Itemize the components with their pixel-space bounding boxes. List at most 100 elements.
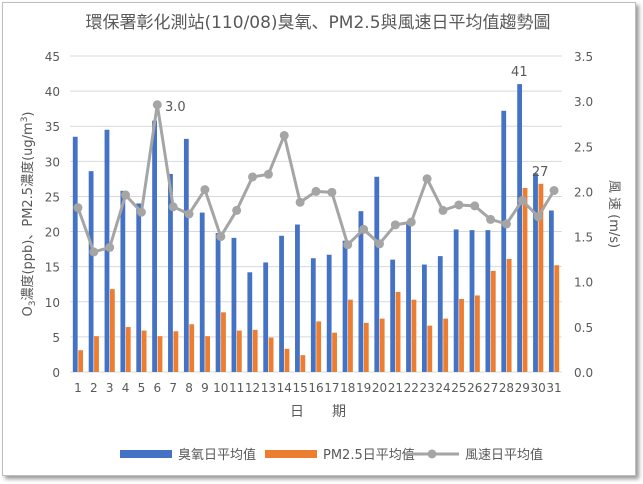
o3-bar [406,222,411,372]
x-tick-label: 2 [90,381,98,395]
y2-tick-label: 2.5 [574,140,593,154]
o3-bar [231,237,237,372]
o3-bar [215,232,221,372]
x-tick-label: 18 [340,381,355,395]
x-tick-label: 13 [261,381,276,395]
x-tick-label: 5 [138,381,146,395]
x-tick-label: 8 [185,381,193,395]
o3-bar [168,173,173,372]
x-tick-label: 12 [245,381,260,395]
pm25-bar [427,325,433,372]
data-label: 3.0 [165,100,186,115]
x-tick-label: 11 [229,381,244,395]
wind-point [533,212,543,222]
x-tick-label: 20 [372,381,387,395]
wind-point [295,197,305,207]
x-tick-label: 17 [324,381,339,395]
y-tick-label: 20 [45,226,60,240]
o3-bar [374,176,380,372]
wind-point [454,200,464,210]
y-tick-label: 10 [45,296,60,310]
x-tick-label: 23 [419,381,434,395]
wind-point [263,169,273,179]
pm25-bar [284,348,290,372]
y-tick-label: 5 [52,331,60,345]
wind-point [327,187,337,197]
o3-bar [390,259,396,372]
x-axis-title: 日 期 [290,404,346,420]
o3-bar [88,171,94,372]
o3-bar [310,258,316,372]
wind-point [359,224,369,234]
wind-point [374,239,384,249]
y-tick-label: 25 [45,190,60,204]
pm25-bar [522,188,528,372]
o3-bar [263,262,269,372]
x-tick-label: 22 [404,381,419,395]
pm25-bar [395,291,401,372]
pm25-bar [109,289,115,372]
pm25-bar [332,332,337,372]
data-label: 41 [511,65,528,80]
wind-point [390,220,400,230]
x-tick-label: 4 [122,381,130,395]
pm25-bar [300,355,306,372]
pm25-bar [411,299,417,372]
x-tick-label: 19 [356,381,371,395]
wind-point [121,190,131,200]
x-tick-label: 26 [467,381,482,395]
pm25-bar [316,321,322,372]
x-tick-label: 24 [435,381,450,395]
y2-tick-label: 0.0 [574,366,593,380]
o3-bar [485,230,491,372]
x-tick-label: 25 [451,381,466,395]
pm25-bar [78,350,84,372]
x-tick-label: 6 [153,381,161,395]
y2-tick-label: 2.0 [574,185,593,199]
y-tick-label: 0 [52,366,60,380]
data-label: 27 [532,165,549,180]
wind-point [168,202,178,212]
wind-point [486,214,496,224]
pm25-bar [221,312,226,372]
pm25-bar [506,258,512,372]
wind-point [105,242,115,252]
pm25-bar [173,331,179,372]
x-tick-label: 30 [531,381,546,395]
o3-bar [199,212,205,372]
pm25-bar [141,330,147,372]
pm25-bar [379,318,385,372]
wind-point [311,186,321,196]
y-axis-title: O3濃度(ppb)、PM2.5濃度(ug/m3) [20,111,38,316]
pm25-bar [205,336,211,372]
x-tick-label: 1 [74,381,82,395]
o3-bar [120,190,126,372]
o3-bar [533,173,538,372]
legend-label: 風速日平均值 [465,447,543,463]
x-tick-label: 9 [201,381,209,395]
o3-bar [358,211,364,372]
pm25-bar [125,327,131,372]
o3-bar [183,138,189,372]
wind-point [232,205,242,215]
wind-point [343,240,353,250]
pm25-bar [252,329,258,372]
wind-point [279,130,289,140]
wind-point [549,186,559,196]
wind-point [470,201,480,211]
y2-axis-title: 風 速 (m/s) [606,180,621,248]
x-tick-label: 10 [213,381,228,395]
pm25-bar [348,299,353,372]
pm25-bar [490,270,496,372]
y-tick-label: 35 [45,120,60,134]
wind-point [406,217,416,227]
legend-marker [427,449,437,459]
o3-bar [295,224,300,372]
wind-point [200,185,210,195]
y2-tick-label: 1.0 [574,276,593,290]
pm25-bar [475,295,480,372]
o3-bar [342,240,348,372]
pm25-bar [236,330,242,372]
